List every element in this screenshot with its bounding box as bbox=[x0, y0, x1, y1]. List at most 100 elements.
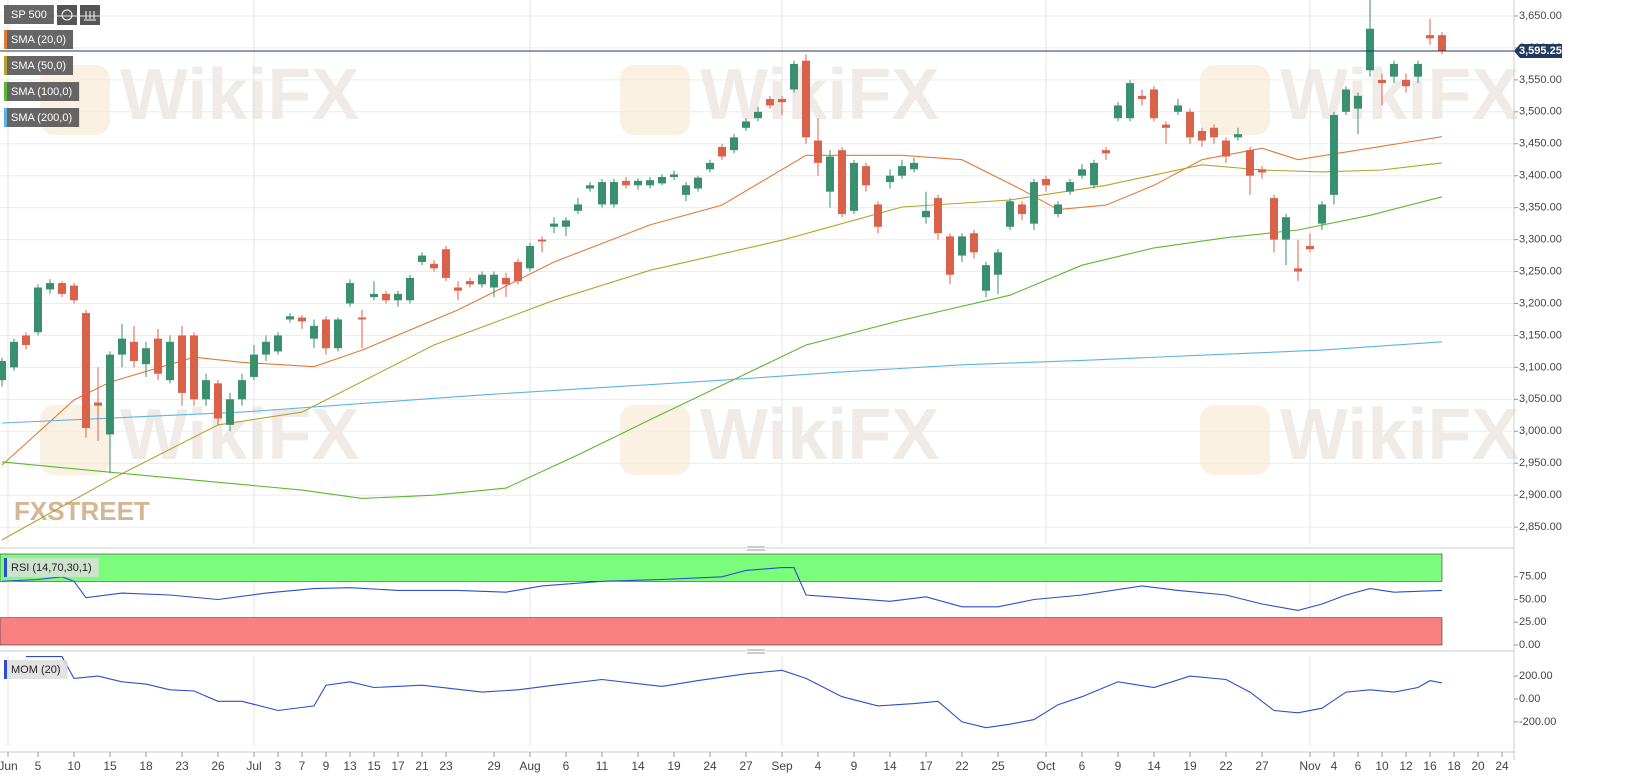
x-tick-label: 5 bbox=[35, 759, 42, 773]
candle-body bbox=[514, 261, 522, 282]
line bbox=[26, 656, 1443, 729]
candle-body bbox=[1390, 63, 1398, 77]
candle-body bbox=[298, 317, 306, 322]
x-tick-label: Oct bbox=[1037, 759, 1056, 773]
candle-body bbox=[310, 325, 318, 339]
candle-body bbox=[1294, 268, 1302, 272]
x-tick-label: 17 bbox=[391, 759, 405, 773]
candle-body bbox=[574, 204, 582, 211]
candle-body bbox=[70, 285, 78, 301]
candle-body bbox=[1354, 95, 1362, 109]
x-tick-label: 10 bbox=[67, 759, 81, 773]
x-tick-label: 19 bbox=[667, 759, 681, 773]
settings-button[interactable] bbox=[80, 5, 100, 25]
candle-body bbox=[598, 182, 606, 205]
x-tick-label: 27 bbox=[739, 759, 753, 773]
candle-body bbox=[1378, 79, 1386, 84]
candle-body bbox=[1210, 127, 1218, 138]
watermark-icon bbox=[40, 405, 110, 475]
pane-handle[interactable] bbox=[746, 545, 766, 551]
candle-body bbox=[46, 283, 54, 290]
candle-body bbox=[1270, 198, 1278, 240]
candle-body bbox=[1174, 105, 1182, 112]
candle-body bbox=[94, 402, 102, 406]
legend-box bbox=[4, 660, 68, 679]
legend-box bbox=[4, 108, 80, 127]
x-tick-label: 14 bbox=[1147, 759, 1161, 773]
legend-label: RSI (14,70,30,1) bbox=[11, 562, 92, 574]
pane-handle[interactable] bbox=[746, 648, 766, 654]
legend-swatch bbox=[4, 56, 7, 75]
y-tick-label: 25.00 bbox=[1519, 616, 1547, 628]
candle-body bbox=[106, 354, 114, 435]
x-tick-label: 23 bbox=[439, 759, 453, 773]
candle-body bbox=[1030, 182, 1038, 224]
y-tick-label: 3,100.00 bbox=[1519, 361, 1562, 373]
candle-body bbox=[286, 316, 294, 320]
candle-body bbox=[190, 335, 198, 400]
legend-box bbox=[4, 56, 74, 75]
candle-body bbox=[82, 313, 90, 429]
candle-body bbox=[898, 166, 906, 176]
x-tick-label: 29 bbox=[487, 759, 501, 773]
candle-body bbox=[334, 319, 342, 349]
y-tick-label: 3,150.00 bbox=[1519, 329, 1562, 341]
y-tick-label: 2,950.00 bbox=[1519, 457, 1562, 469]
watermark-icon bbox=[1200, 405, 1270, 475]
candle-body bbox=[1006, 201, 1014, 227]
candle-body bbox=[982, 265, 990, 291]
candle-body bbox=[694, 177, 702, 189]
candle-body bbox=[466, 281, 474, 285]
y-tick-label: 3,050.00 bbox=[1519, 393, 1562, 405]
legend-label: SMA (50,0) bbox=[11, 60, 66, 72]
refresh-button[interactable] bbox=[57, 5, 77, 25]
last-price-label: 3,595.25 bbox=[1519, 45, 1562, 57]
candle-body bbox=[910, 162, 918, 170]
candle-body bbox=[610, 182, 618, 205]
candle-body bbox=[526, 245, 534, 269]
candle-body bbox=[382, 293, 390, 301]
candle-body bbox=[430, 263, 438, 269]
legend-box bbox=[4, 30, 74, 49]
candle-body bbox=[1138, 95, 1146, 100]
y-tick-label: 3,250.00 bbox=[1519, 265, 1562, 277]
watermark: WikiFX bbox=[120, 395, 359, 475]
x-tick-label: 25 bbox=[991, 759, 1005, 773]
candle-body bbox=[562, 220, 570, 227]
candle-body bbox=[1366, 28, 1374, 71]
candle-body bbox=[238, 380, 246, 400]
candle-body bbox=[358, 317, 366, 320]
candle-body bbox=[262, 341, 270, 355]
candle-body bbox=[934, 198, 942, 234]
last-price-tag bbox=[1514, 43, 1562, 58]
legend-label: MOM (20) bbox=[11, 664, 61, 676]
candle-body bbox=[118, 338, 126, 355]
candle-body bbox=[130, 341, 138, 361]
candle-body bbox=[718, 146, 726, 157]
y-tick-label: 3,200.00 bbox=[1519, 297, 1562, 309]
x-tick-label: 10 bbox=[1375, 759, 1389, 773]
candle-body bbox=[1222, 140, 1230, 157]
candle-body bbox=[1078, 169, 1086, 176]
candle-body bbox=[34, 287, 42, 333]
watermark-icon bbox=[620, 65, 690, 135]
candle-body bbox=[658, 176, 666, 184]
y-tick-label: 2,850.00 bbox=[1519, 521, 1562, 533]
x-tick-label: 7 bbox=[299, 759, 306, 773]
x-tick-label: 22 bbox=[955, 759, 969, 773]
candle-body bbox=[226, 399, 234, 425]
y-tick-label: 75.00 bbox=[1519, 571, 1547, 583]
y-tick-label: 3,400.00 bbox=[1519, 170, 1562, 182]
x-tick-label: 12 bbox=[1399, 759, 1413, 773]
x-tick-label: Aug bbox=[519, 759, 540, 773]
candle-body bbox=[202, 380, 210, 400]
candle-body bbox=[1042, 178, 1050, 186]
x-tick-label: 15 bbox=[103, 759, 117, 773]
watermark-icon bbox=[620, 405, 690, 475]
candle-body bbox=[214, 383, 222, 419]
candle-body bbox=[1126, 83, 1134, 119]
x-tick-label: 3 bbox=[275, 759, 282, 773]
candle-body bbox=[586, 185, 594, 189]
candle-body bbox=[322, 319, 330, 349]
